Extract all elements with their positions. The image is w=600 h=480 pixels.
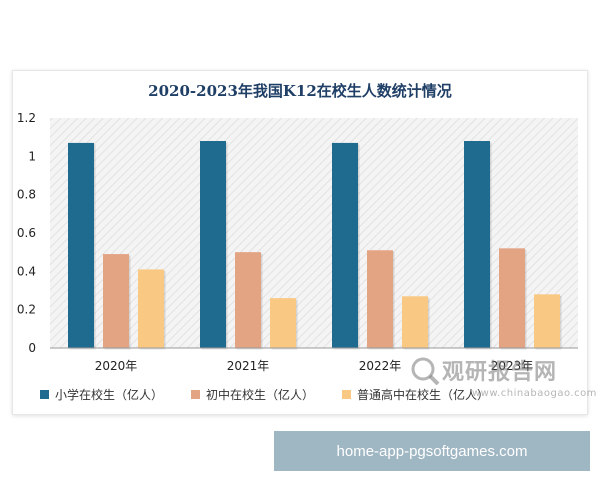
y-tick-label: 0.4 xyxy=(17,264,36,278)
y-tick-label: 0.2 xyxy=(17,303,36,317)
legend: 小学在校生（亿人） 初中在校生（亿人） 普通高中在校生（亿人） xyxy=(40,384,580,404)
y-tick-label: 0.8 xyxy=(17,188,36,202)
legend-item-primary: 小学在校生（亿人） xyxy=(40,386,163,403)
bar-1-2 xyxy=(367,250,393,348)
legend-item-senior: 普通高中在校生（亿人） xyxy=(342,386,489,403)
bar-0-0 xyxy=(68,142,94,348)
x-tick-label: 2023年 xyxy=(491,359,534,373)
bar-2-2 xyxy=(402,296,428,348)
bar-2-0 xyxy=(138,269,164,348)
bar-1-0 xyxy=(103,254,129,348)
legend-swatch-junior xyxy=(191,389,201,399)
bar-2-3 xyxy=(534,294,560,348)
legend-swatch-primary xyxy=(40,389,49,399)
bar-0-3 xyxy=(464,141,490,348)
legend-label-primary: 小学在校生（亿人） xyxy=(55,387,164,402)
bar-1-3 xyxy=(499,248,525,348)
legend-item-junior: 初中在校生（亿人） xyxy=(191,386,314,403)
legend-label-junior: 初中在校生（亿人） xyxy=(206,387,315,402)
chart-title: 2020-2023年我国K12在校生人数统计情况 xyxy=(148,82,452,100)
y-tick-label: 1.2 xyxy=(17,111,36,125)
bar-0-1 xyxy=(200,141,226,348)
y-tick-label: 0.6 xyxy=(17,226,36,240)
y-tick-label: 1 xyxy=(28,149,36,163)
x-tick-label: 2020年 xyxy=(95,359,138,373)
bar-2-1 xyxy=(270,298,296,348)
legend-label-senior: 普通高中在校生（亿人） xyxy=(357,387,490,402)
legend-swatch-senior xyxy=(342,389,352,399)
x-tick-label: 2022年 xyxy=(359,359,402,373)
y-tick-label: 0 xyxy=(28,341,36,355)
url-banner-text[interactable]: home-app-pgsoftgames.com xyxy=(336,442,528,460)
bar-1-1 xyxy=(235,252,261,348)
bar-0-2 xyxy=(332,142,358,348)
x-tick-label: 2021年 xyxy=(227,359,270,373)
url-banner[interactable]: home-app-pgsoftgames.com xyxy=(274,431,590,471)
